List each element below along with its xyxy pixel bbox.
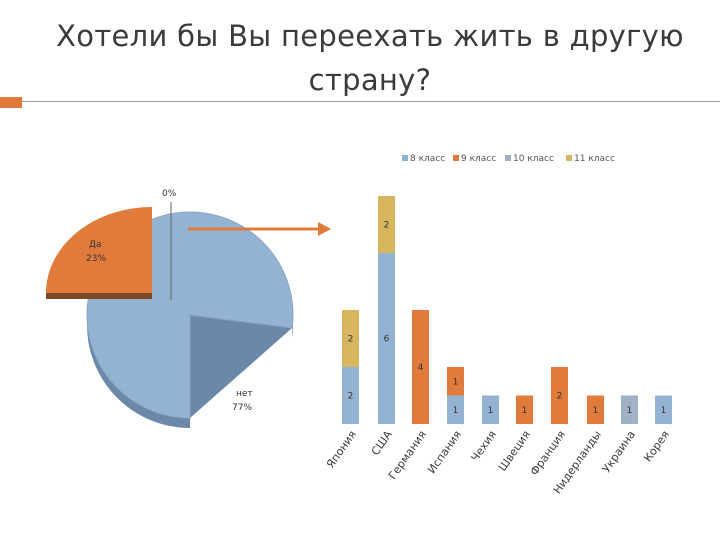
legend-label-4: 11 класс <box>574 154 615 164</box>
bar-label-3-series-2: 4 <box>418 363 424 373</box>
bar-8-series-2 <box>587 395 604 424</box>
bar-3-series-2 <box>412 310 429 424</box>
bar-label-7-series-2: 2 <box>557 392 563 402</box>
title-divider <box>22 101 720 102</box>
bar-label-5-series-1: 1 <box>488 406 494 416</box>
bar-1-series-1 <box>342 367 359 424</box>
pie-slice-yes-side <box>46 293 152 299</box>
category-label-4: Испания <box>425 428 464 476</box>
bar-label-4-series-1: 1 <box>453 406 459 416</box>
bar-2-series-4 <box>378 196 395 253</box>
pie-slice-yes <box>46 207 152 293</box>
category-label-1: Япония <box>324 428 359 470</box>
bar-label-1-series-4: 2 <box>348 335 354 345</box>
bar-7-series-2 <box>551 367 568 424</box>
category-label-7: Франция <box>528 428 568 478</box>
category-label-6: Швеция <box>496 428 533 473</box>
legend-swatch-1 <box>402 155 408 161</box>
category-label-10: Корея <box>641 428 672 464</box>
bar-2-series-1 <box>378 253 395 424</box>
legend-label-2: 9 класс <box>461 154 496 164</box>
category-label-2: США <box>369 428 395 458</box>
pie-label-no-value: 77% <box>232 403 252 413</box>
bar-label-2-series-1: 6 <box>384 335 390 345</box>
bar-6-series-2 <box>516 395 533 424</box>
pie-label-no-name: нет <box>236 389 253 399</box>
bar-9-series-3 <box>621 395 638 424</box>
bar-5-series-1 <box>482 395 499 424</box>
title-accent-bar <box>0 97 22 108</box>
pie-label-yes-value: 23% <box>86 254 106 264</box>
slide-title: Хотели бы Вы переехать жить в другую стр… <box>56 19 684 97</box>
bar-1-series-4 <box>342 310 359 367</box>
bar-label-10-series-1: 1 <box>661 406 667 416</box>
category-label-9: Украина <box>600 428 638 475</box>
bar-label-4-series-2: 1 <box>453 377 459 387</box>
bar-label-8-series-2: 1 <box>593 406 599 416</box>
bar-label-2-series-4: 2 <box>384 221 390 231</box>
legend-swatch-2 <box>453 155 459 161</box>
bar-label-9-series-3: 1 <box>627 406 633 416</box>
bar-label-1-series-1: 2 <box>348 392 354 402</box>
bar-label-6-series-2: 1 <box>522 406 528 416</box>
pie-label-zero: 0% <box>162 189 177 199</box>
legend-swatch-3 <box>505 155 511 161</box>
bar-4-series-1 <box>447 395 464 424</box>
bar-4-series-2 <box>447 367 464 396</box>
pie-label-yes-name: Да <box>89 240 102 250</box>
arrow-head <box>318 222 331 236</box>
bar-10-series-1 <box>655 395 672 424</box>
legend-label-3: 10 класс <box>513 154 554 164</box>
legend-label-1: 8 класс <box>410 154 445 164</box>
category-label-5: Чехия <box>468 428 498 464</box>
legend-swatch-4 <box>566 155 572 161</box>
